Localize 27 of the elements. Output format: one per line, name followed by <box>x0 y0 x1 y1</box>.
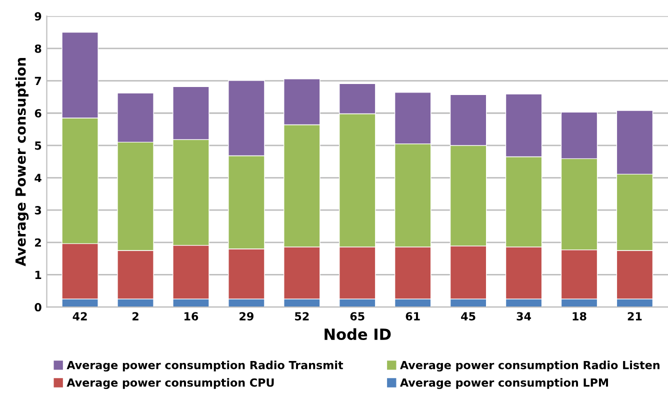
x-tick-label: 16 <box>184 312 198 320</box>
y-tick-label: 4 <box>34 174 42 182</box>
x-tick-label: 21 <box>628 312 642 320</box>
legend-label: Average power consumption CPU <box>66 378 274 390</box>
y-tick-label: 8 <box>34 44 42 53</box>
x-tick-label: 61 <box>406 312 420 320</box>
x-tick-label: 65 <box>350 312 364 320</box>
y-tick-label: 9 <box>34 12 42 21</box>
legend-label: Average power consumption Radio Transmit <box>66 360 344 372</box>
y-tick-label: 3 <box>34 206 42 214</box>
x-axis-title: Node ID <box>324 328 391 340</box>
x-tick-label: 45 <box>461 312 476 320</box>
y-axis-title: Average Power consuption <box>15 58 29 266</box>
legend-label: Average power consumption Radio Listen <box>400 360 660 372</box>
x-tick-label: 52 <box>295 312 309 320</box>
x-tick-label: 29 <box>240 312 254 320</box>
legend-label: Average power consumption LPM <box>400 378 608 390</box>
y-tick-label: 0 <box>34 303 42 312</box>
x-tick-label: 34 <box>516 312 532 320</box>
y-tick-label: 7 <box>34 76 42 86</box>
y-tick-label: 6 <box>34 109 42 118</box>
x-tick-label: 2 <box>132 312 138 320</box>
x-tick-label: 42 <box>72 312 87 320</box>
x-tick-label: 18 <box>572 312 586 320</box>
y-tick-label: 1 <box>35 270 42 279</box>
y-tick-label: 5 <box>35 142 42 150</box>
y-tick-label: 2 <box>35 238 41 247</box>
